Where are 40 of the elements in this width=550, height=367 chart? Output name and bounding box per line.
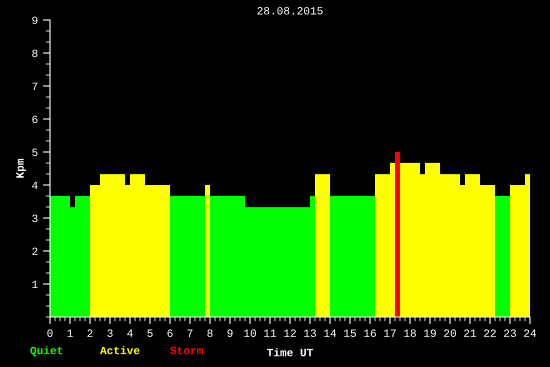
y-tick-label: 4 bbox=[32, 182, 38, 190]
x-axis-title: Time UT bbox=[266, 348, 314, 356]
x-tick-label: 18 bbox=[404, 329, 416, 337]
x-tick-label: 22 bbox=[484, 329, 496, 337]
x-tick-label: 0 bbox=[47, 329, 53, 337]
x-tick-label: 24 bbox=[524, 329, 536, 337]
x-tick-label: 6 bbox=[167, 329, 173, 337]
x-tick-label: 3 bbox=[107, 329, 113, 337]
x-tick-label: 13 bbox=[304, 329, 316, 337]
x-tick-label: 5 bbox=[147, 330, 153, 337]
text: Storm bbox=[170, 346, 203, 354]
x-tick-label: 4 bbox=[127, 330, 133, 337]
x-tick-label: 11 bbox=[264, 330, 276, 337]
x-tick-label: 12 bbox=[284, 329, 296, 337]
x-tick-label: 19 bbox=[424, 329, 436, 337]
y-tick-label: 6 bbox=[32, 116, 38, 124]
x-tick-label: 1 bbox=[67, 330, 73, 337]
x-tick-label: 16 bbox=[364, 329, 376, 337]
chart-title: 28.08.2015 bbox=[257, 7, 323, 15]
x-tick-label: 21 bbox=[464, 329, 476, 337]
y-tick-label: 3 bbox=[32, 214, 38, 222]
y-tick-label: 5 bbox=[32, 148, 38, 156]
text: Active bbox=[100, 346, 140, 354]
x-tick-label: 2 bbox=[87, 329, 93, 337]
x-tick-label: 8 bbox=[207, 329, 213, 337]
x-tick-label: 9 bbox=[227, 329, 233, 337]
x-tick-label: 15 bbox=[344, 330, 356, 337]
y-axis-title: Kpm bbox=[16, 158, 26, 178]
y-tick-label: 9 bbox=[32, 16, 38, 24]
y-tick-label: 1 bbox=[32, 280, 38, 288]
x-tick-label: 17 bbox=[384, 330, 396, 337]
x-tick-label: 14 bbox=[324, 330, 336, 337]
x-tick-label: 7 bbox=[188, 330, 192, 337]
y-tick-label: 8 bbox=[32, 50, 38, 58]
x-tick-label: 10 bbox=[244, 329, 256, 337]
x-tick-label: 20 bbox=[444, 329, 456, 337]
y-tick-label: 7 bbox=[32, 82, 38, 90]
text: Quiet bbox=[30, 346, 62, 356]
x-tick-label: 23 bbox=[504, 329, 516, 337]
y-tick-label: 2 bbox=[32, 248, 38, 256]
